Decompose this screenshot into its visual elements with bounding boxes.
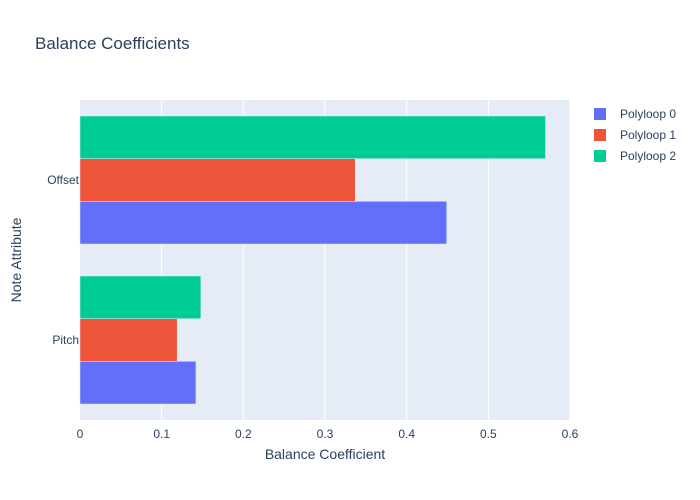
- x-tick-label: 0: [77, 427, 84, 441]
- y-axis-title: Note Attribute: [8, 217, 24, 303]
- x-tick-label: 0.4: [398, 427, 415, 441]
- legend-item[interactable]: Polyloop 1: [594, 125, 676, 144]
- bars: [79, 115, 546, 405]
- bar: [79, 115, 546, 159]
- x-tick-label: 0.3: [317, 427, 334, 441]
- legend-swatch: [594, 149, 606, 162]
- legend-label: Polyloop 1: [620, 127, 677, 142]
- legend-swatch: [594, 128, 606, 141]
- y-tick-label: Pitch: [52, 333, 79, 347]
- x-tick-label: 0.6: [562, 427, 579, 441]
- legend: Polyloop 0 Polyloop 1 Polyloop 2: [594, 104, 676, 167]
- bar: [79, 158, 356, 202]
- chart-title: Balance Coefficients: [35, 34, 190, 53]
- bar: [79, 361, 197, 405]
- y-tick-label: Offset: [47, 173, 79, 187]
- axes: 0 0.1 0.2 0.3 0.4 0.5 0.6 Pitch Offset: [47, 173, 578, 441]
- x-tick-label: 0.2: [235, 427, 252, 441]
- legend-swatch: [594, 107, 606, 120]
- bar: [79, 318, 178, 362]
- x-tick-label: 0.5: [480, 427, 497, 441]
- legend-label: Polyloop 2: [620, 148, 677, 163]
- legend-item[interactable]: Polyloop 2: [594, 146, 676, 165]
- legend-item[interactable]: Polyloop 0: [594, 104, 676, 123]
- bar: [79, 275, 202, 319]
- x-axis-title: Balance Coefficient: [264, 446, 386, 462]
- bar: [79, 201, 447, 245]
- legend-label: Polyloop 0: [620, 106, 677, 121]
- x-tick-label: 0.1: [153, 427, 170, 441]
